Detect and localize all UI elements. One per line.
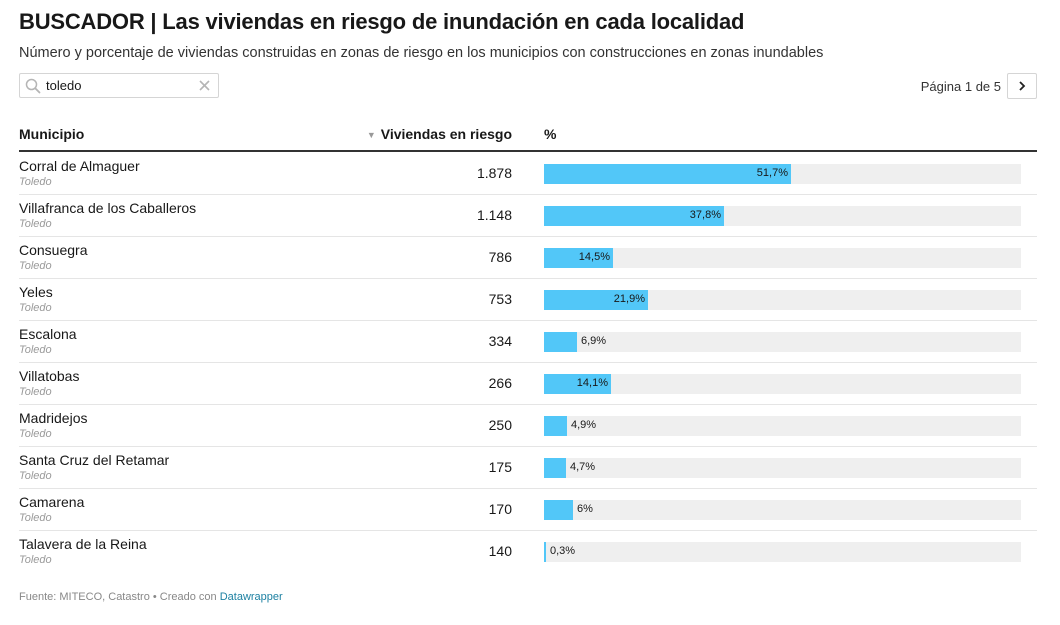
column-header-pct[interactable]: %	[544, 126, 557, 142]
bar-fill	[544, 542, 546, 562]
search-box[interactable]	[19, 73, 219, 98]
bar-label: 14,5%	[578, 251, 610, 263]
bar-track: 0,3%	[544, 542, 1021, 562]
provincia-name: Toledo	[19, 470, 52, 482]
bar-track: 14,1%	[544, 374, 1021, 394]
municipio-name: Santa Cruz del Retamar	[19, 452, 170, 468]
viviendas-value: 140	[488, 543, 512, 559]
bar-track: 6,9%	[544, 332, 1021, 352]
municipio-name: Corral de Almaguer	[19, 158, 140, 174]
chart-title: BUSCADOR | Las viviendas en riesgo de in…	[19, 9, 745, 34]
next-page-button[interactable]	[1007, 73, 1037, 99]
column-header-viviendas-label: Viviendas en riesgo	[380, 126, 512, 142]
municipio-name: Yeles	[19, 284, 53, 300]
provincia-name: Toledo	[19, 554, 52, 566]
provincia-name: Toledo	[19, 344, 52, 356]
bar-fill	[544, 500, 573, 520]
table-row: Yeles Toledo 753 21,9%	[19, 279, 1037, 321]
column-header-viviendas[interactable]: ▼ Viviendas en riesgo	[367, 126, 512, 142]
bar-label: 6,9%	[581, 335, 607, 347]
table-row: Talavera de la Reina Toledo 140 0,3%	[19, 531, 1037, 573]
bar-fill	[544, 458, 566, 478]
bar-track: 14,5%	[544, 248, 1021, 268]
search-icon	[25, 78, 41, 94]
table-row: Escalona Toledo 334 6,9%	[19, 321, 1037, 363]
page-indicator: Página 1 de 5	[920, 78, 1001, 94]
bar-label: 6%	[577, 503, 593, 515]
provincia-name: Toledo	[19, 428, 52, 440]
provincia-name: Toledo	[19, 218, 52, 230]
table-row: Villatobas Toledo 266 14,1%	[19, 363, 1037, 405]
bar-label: 51,7%	[756, 167, 788, 179]
bar-track: 37,8%	[544, 206, 1021, 226]
viviendas-value: 786	[488, 249, 512, 265]
bar-label: 4,9%	[571, 419, 597, 431]
viviendas-value: 170	[488, 501, 512, 517]
table-row: Corral de Almaguer Toledo 1.878 51,7%	[19, 153, 1037, 195]
bar-fill	[544, 416, 567, 436]
chevron-right-icon	[1019, 81, 1026, 91]
table-row: Consuegra Toledo 786 14,5%	[19, 237, 1037, 279]
datawrapper-link[interactable]: Datawrapper	[219, 591, 283, 603]
municipio-name: Camarena	[19, 494, 85, 510]
bar-label: 14,1%	[576, 377, 608, 389]
bar-label: 37,8%	[689, 209, 721, 221]
viviendas-value: 753	[488, 291, 512, 307]
provincia-name: Toledo	[19, 386, 52, 398]
municipio-name: Madridejos	[19, 410, 88, 426]
municipio-name: Consuegra	[19, 242, 88, 258]
viviendas-value: 1.148	[476, 207, 512, 223]
footer: Fuente: MITECO, Catastro • Creado con Da…	[19, 591, 283, 603]
bar-fill	[544, 332, 577, 352]
bar-track: 51,7%	[544, 164, 1021, 184]
bar-track: 4,7%	[544, 458, 1021, 478]
pagination: Página 1 de 5	[921, 73, 1037, 99]
bar-fill	[544, 290, 648, 310]
bar-fill	[544, 206, 724, 226]
municipio-name: Talavera de la Reina	[19, 536, 147, 552]
search-input[interactable]	[46, 76, 196, 95]
table-row: Camarena Toledo 170 6%	[19, 489, 1037, 531]
close-icon[interactable]	[197, 78, 212, 93]
bar-fill	[544, 164, 791, 184]
viviendas-value: 334	[488, 333, 512, 349]
bar-fill	[544, 248, 613, 268]
bar-label: 4,7%	[570, 461, 596, 473]
municipio-name: Escalona	[19, 326, 77, 342]
viviendas-value: 175	[488, 459, 512, 475]
table-body: Corral de Almaguer Toledo 1.878 51,7% Villaf…	[19, 153, 1037, 573]
sort-desc-icon: ▼	[366, 130, 376, 140]
bar-track: 21,9%	[544, 290, 1021, 310]
table-row: Madridejos Toledo 250 4,9%	[19, 405, 1037, 447]
bar-label: 0,3%	[550, 545, 576, 557]
column-header-municipio[interactable]: Municipio	[19, 126, 85, 142]
table-row: Santa Cruz del Retamar Toledo 175 4,7%	[19, 447, 1037, 489]
viviendas-value: 250	[488, 417, 512, 433]
municipio-name: Villafranca de los Caballeros	[19, 200, 197, 216]
provincia-name: Toledo	[19, 176, 52, 188]
viviendas-value: 1.878	[476, 165, 512, 181]
bar-track: 4,9%	[544, 416, 1021, 436]
provincia-name: Toledo	[19, 302, 52, 314]
chart-subtitle: Número y porcentaje de viviendas constru…	[19, 45, 824, 61]
provincia-name: Toledo	[19, 512, 52, 524]
footer-source: Fuente: MITECO, Catastro • Creado con	[19, 591, 220, 603]
bar-label: 21,9%	[613, 293, 645, 305]
provincia-name: Toledo	[19, 260, 52, 272]
viviendas-value: 266	[488, 375, 512, 391]
bar-track: 6%	[544, 500, 1021, 520]
municipio-name: Villatobas	[19, 368, 80, 384]
table-row: Villafranca de los Caballeros Toledo 1.148…	[19, 195, 1037, 237]
bar-fill	[544, 374, 611, 394]
table-header: Municipio ▼ Viviendas en riesgo %	[19, 118, 1037, 152]
